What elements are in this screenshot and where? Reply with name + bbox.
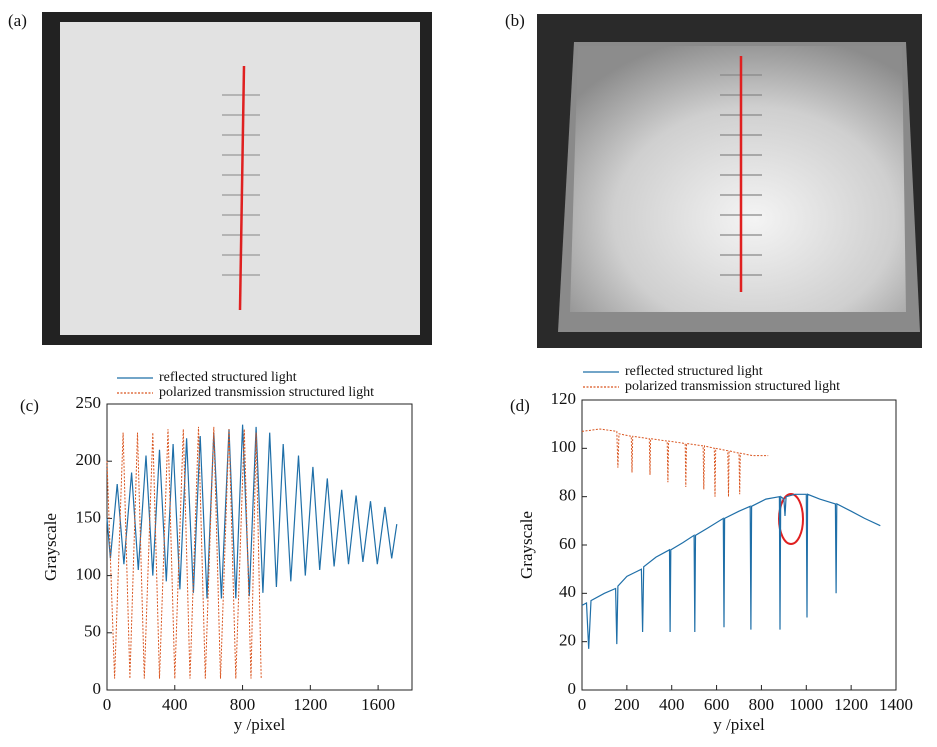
x-tick-label: 800 <box>749 695 775 714</box>
x-tick-label: 600 <box>704 695 730 714</box>
highlight-ellipse <box>778 493 804 545</box>
x-axis-label: y /pixel <box>713 715 765 734</box>
legend-label: reflected structured light <box>625 364 763 379</box>
x-tick-label: 200 <box>614 695 640 714</box>
y-tick-label: 40 <box>559 582 576 601</box>
x-tick-label: 1000 <box>789 695 823 714</box>
legend-label: polarized transmission structured light <box>159 385 374 400</box>
panel-label: (c) <box>20 396 39 415</box>
photo-a <box>42 12 432 345</box>
y-tick-label: 150 <box>76 507 102 526</box>
y-axis-label: Grayscale <box>41 513 60 581</box>
y-tick-label: 80 <box>559 486 576 505</box>
y-tick-label: 100 <box>76 565 102 584</box>
x-tick-label: 1400 <box>879 695 913 714</box>
x-tick-label: 1200 <box>834 695 868 714</box>
legend-label: polarized transmission structured light <box>625 379 840 394</box>
x-tick-label: 400 <box>659 695 685 714</box>
x-tick-label: 1200 <box>293 695 327 714</box>
photo-b <box>537 14 922 348</box>
y-axis-label: Grayscale <box>517 511 536 579</box>
x-tick-label: 0 <box>103 695 112 714</box>
y-tick-label: 120 <box>551 389 577 408</box>
panel-label: (d) <box>510 396 530 415</box>
x-tick-label: 400 <box>162 695 188 714</box>
panel-label: (a) <box>8 11 27 30</box>
y-tick-label: 0 <box>93 679 102 698</box>
y-tick-label: 60 <box>559 534 576 553</box>
y-tick-label: 200 <box>76 450 102 469</box>
legend-label: reflected structured light <box>159 370 297 385</box>
x-axis-label: y /pixel <box>234 715 286 734</box>
y-tick-label: 100 <box>551 437 577 456</box>
y-tick-label: 50 <box>84 622 101 641</box>
plot-frame <box>106 403 413 691</box>
y-tick-label: 250 <box>76 393 102 412</box>
x-tick-label: 800 <box>230 695 256 714</box>
x-tick-label: 1600 <box>361 695 395 714</box>
plot-frame <box>581 399 897 691</box>
x-tick-label: 0 <box>578 695 587 714</box>
y-tick-label: 20 <box>559 631 576 650</box>
series-line <box>581 493 881 649</box>
y-tick-label: 0 <box>568 679 577 698</box>
series-line <box>106 424 398 599</box>
series-line <box>581 428 769 497</box>
series-line <box>106 426 262 679</box>
panel-label: (b) <box>505 11 525 30</box>
